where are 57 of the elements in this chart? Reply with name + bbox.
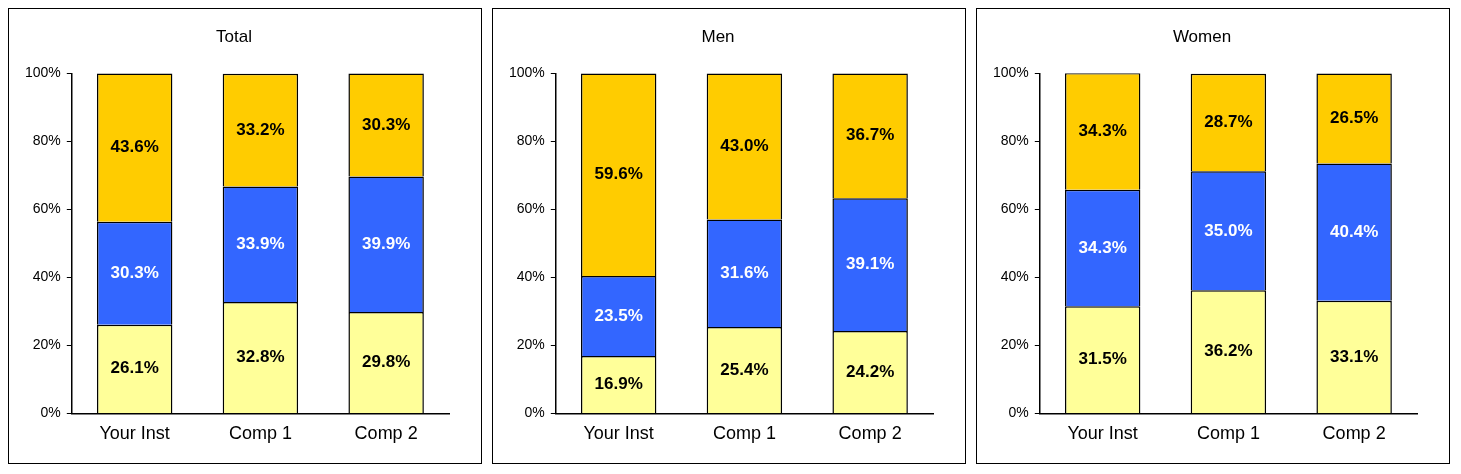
data-label: 43.0%: [720, 136, 769, 156]
data-label: 59.6%: [594, 164, 643, 184]
chart-title: Men: [701, 26, 735, 46]
y-tick-label: 100%: [992, 64, 1029, 81]
data-label: 34.3%: [1078, 121, 1127, 141]
y-tick-label: 80%: [32, 132, 61, 149]
x-tick-label: Your Inst: [1067, 423, 1138, 444]
y-tick-label: 40%: [32, 268, 61, 285]
chart-title: Total: [216, 26, 252, 46]
chart-title: Women: [1172, 26, 1232, 46]
data-label: 40.4%: [1330, 221, 1379, 241]
data-label: 39.9%: [362, 233, 411, 253]
y-tick-label: 80%: [1000, 132, 1029, 149]
data-label: 31.6%: [720, 263, 769, 283]
data-label: 39.1%: [846, 254, 895, 274]
y-tick-label: 20%: [32, 336, 61, 353]
data-label: 30.3%: [110, 262, 159, 282]
y-tick-label: 100%: [24, 64, 61, 81]
data-label: 36.2%: [1204, 341, 1253, 361]
y-tick-label: 20%: [1000, 336, 1029, 353]
data-label: 23.5%: [594, 305, 643, 325]
y-tick-label: 40%: [516, 268, 545, 285]
data-label: 43.6%: [110, 137, 159, 157]
x-tick-label: Your Inst: [99, 423, 170, 444]
data-label: 33.1%: [1330, 346, 1379, 366]
data-label: 30.3%: [362, 114, 411, 134]
x-tick-label: Comp 1: [228, 423, 292, 444]
y-tick-label: 60%: [1000, 200, 1029, 217]
data-label: 31.5%: [1078, 349, 1127, 369]
y-tick-label: 40%: [1000, 268, 1029, 285]
x-tick-label: Comp 2: [838, 423, 902, 444]
data-label: 25.4%: [720, 359, 769, 379]
x-tick-label: Comp 1: [712, 423, 776, 444]
data-label: 32.8%: [236, 347, 285, 367]
y-tick-label: 100%: [508, 64, 545, 81]
data-label: 28.7%: [1204, 112, 1253, 132]
y-tick-label: 0%: [524, 404, 545, 421]
y-tick-label: 80%: [516, 132, 545, 149]
y-tick-label: 0%: [40, 404, 61, 421]
y-tick-label: 60%: [32, 200, 61, 217]
data-label: 24.2%: [846, 361, 895, 381]
x-tick-label: Comp 1: [1196, 423, 1260, 444]
data-label: 34.3%: [1078, 237, 1127, 257]
x-tick-label: Your Inst: [583, 423, 654, 444]
data-label: 29.8%: [362, 352, 411, 372]
y-tick-label: 60%: [516, 200, 545, 217]
data-label: 35.0%: [1204, 220, 1253, 240]
data-label: 26.5%: [1330, 108, 1379, 128]
data-label: 26.1%: [110, 358, 159, 378]
x-tick-label: Comp 2: [354, 423, 418, 444]
y-tick-label: 0%: [1008, 404, 1029, 421]
y-tick-label: 20%: [516, 336, 545, 353]
x-tick-label: Comp 2: [1322, 423, 1386, 444]
data-label: 16.9%: [594, 374, 643, 394]
data-label: 33.9%: [236, 233, 285, 253]
data-label: 36.7%: [846, 125, 895, 145]
data-label: 33.2%: [236, 119, 285, 139]
